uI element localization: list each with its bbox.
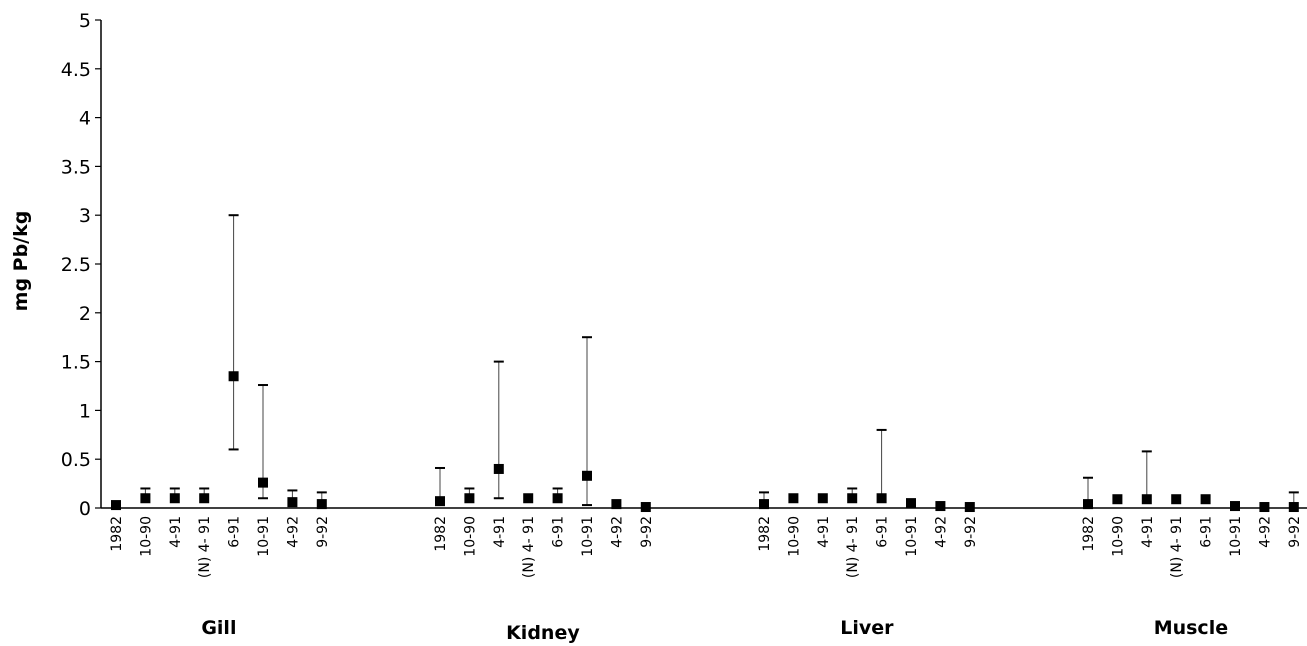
y-tick-label: 0 [79, 498, 91, 520]
data-point-gill [140, 493, 151, 504]
data-point-gill [199, 493, 210, 504]
x-tick-label: 10-90 [1110, 516, 1126, 557]
x-tick-label: 6-91 [551, 516, 567, 548]
x-tick-label: 4-92 [285, 516, 301, 548]
data-point-gill [258, 477, 268, 488]
data-point-muscle [1083, 499, 1093, 510]
y-tick-label: 5 [79, 10, 91, 32]
data-point-liver [906, 498, 916, 509]
data-point-muscle [1200, 494, 1211, 505]
x-tick-label: 4-92 [933, 516, 949, 548]
data-point-kidney [523, 493, 534, 504]
data-point-liver [817, 493, 828, 504]
data-point-kidney [582, 470, 592, 481]
data-point-muscle [1288, 502, 1299, 513]
data-point-kidney [464, 493, 475, 504]
axes [95, 19, 1307, 509]
x-tick-label: 1982 [433, 516, 449, 552]
y-tick-label: 2 [79, 303, 91, 325]
y-tick-label: 4 [79, 108, 91, 130]
data-point-kidney [435, 496, 445, 507]
data-point-kidney [552, 493, 563, 504]
x-tick-label: (N) 4- 91 [1169, 516, 1185, 578]
x-tick-label: 10-90 [462, 516, 478, 557]
y-tick-label: 3 [79, 205, 91, 227]
x-tick-label: 9-92 [963, 516, 979, 548]
data-point-muscle [1141, 494, 1152, 505]
data-marks [111, 214, 1299, 513]
x-tick-label: 6-91 [875, 516, 891, 548]
x-tick-label: 4-91 [492, 516, 508, 548]
data-point-muscle [1259, 502, 1270, 513]
y-tick-label: 4.5 [61, 59, 91, 81]
data-point-liver [935, 501, 946, 512]
data-point-muscle [1230, 501, 1240, 512]
data-point-gill [111, 500, 121, 511]
group-labels: Gill Kidney Liver Muscle [201, 617, 1228, 644]
group-label-liver: Liver [840, 617, 894, 639]
x-tick-label: 1982 [109, 516, 125, 552]
x-tick-label: 10-91 [1228, 516, 1244, 557]
x-tick-label: 6-91 [1199, 516, 1215, 548]
x-tick-label: 4-92 [1257, 516, 1273, 548]
y-tick-label: 1 [79, 400, 91, 422]
x-tick-label: 4-92 [609, 516, 625, 548]
y-tick-label: 2.5 [61, 254, 91, 276]
data-point-muscle [1171, 494, 1182, 505]
data-point-liver [876, 493, 887, 504]
data-point-kidney [640, 502, 651, 513]
x-tick-label: 9-92 [639, 516, 655, 548]
x-tick-label: 10-90 [138, 516, 154, 557]
data-point-kidney [493, 463, 504, 474]
x-tick-label: 1982 [1081, 516, 1097, 552]
x-tick-label: 10-91 [256, 516, 272, 557]
x-tick-label: 9-92 [315, 516, 331, 548]
y-tick-label: 3.5 [61, 156, 91, 178]
group-label-gill: Gill [201, 617, 236, 639]
y-tick-labels: 0 0.5 1 1.5 2 2.5 3 3.5 4 4.5 5 [61, 10, 91, 520]
data-point-gill [316, 499, 327, 510]
x-tick-label: 10-91 [904, 516, 920, 557]
data-point-gill [287, 497, 298, 508]
data-point-gill [228, 371, 239, 382]
x-tick-label: 4-91 [168, 516, 184, 548]
data-point-liver [847, 493, 858, 504]
y-axis-label: mg Pb/kg [10, 211, 32, 312]
x-tick-label: 6-91 [227, 516, 243, 548]
data-point-kidney [611, 499, 622, 510]
data-point-liver [759, 499, 769, 510]
y-tick-label: 0.5 [61, 449, 91, 471]
data-point-gill [169, 493, 180, 504]
data-point-liver [788, 493, 799, 504]
x-tick-label: (N) 4- 91 [845, 516, 861, 578]
x-tick-label: 9-92 [1287, 516, 1303, 548]
x-tick-label: (N) 4- 91 [197, 516, 213, 578]
x-tick-label: 10-91 [580, 516, 596, 557]
data-point-muscle [1112, 494, 1123, 505]
group-label-muscle: Muscle [1154, 617, 1228, 639]
y-tick-label: 1.5 [61, 352, 91, 374]
data-point-liver [964, 502, 975, 513]
x-tick-labels: 1982 10-90 4-91 (N) 4- 91 6-91 10-91 4-92 9-92 1… [109, 516, 1303, 578]
group-label-kidney: Kidney [506, 622, 580, 644]
x-tick-label: (N) 4- 91 [521, 516, 537, 578]
x-tick-label: 4-91 [1140, 516, 1156, 548]
x-tick-label: 10-90 [786, 516, 802, 557]
x-tick-label: 1982 [757, 516, 773, 552]
x-tick-label: 4-91 [816, 516, 832, 548]
